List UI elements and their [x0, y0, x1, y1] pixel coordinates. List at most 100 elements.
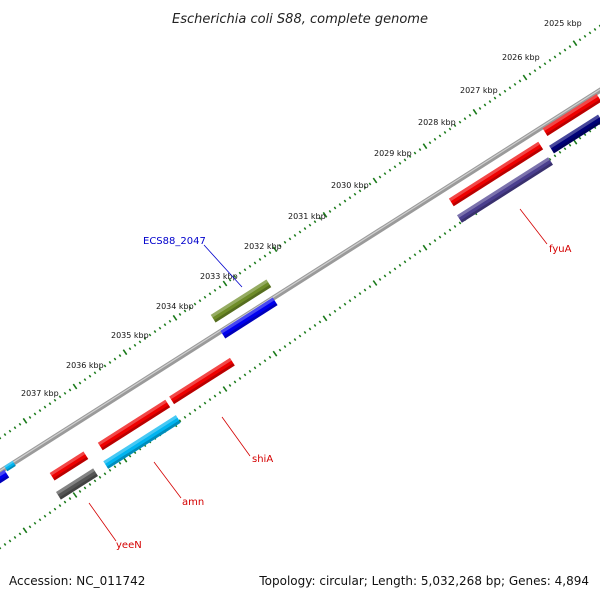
tick-mark	[53, 398, 57, 402]
tick-mark	[213, 288, 217, 292]
tick-mark	[363, 185, 367, 189]
tick-mark	[288, 341, 292, 345]
gene-feature-yeeN[interactable]	[49, 451, 89, 481]
gene-feature-ECS88_2047-highlight	[210, 279, 269, 318]
accession-text: Accession: NC_011742	[9, 574, 146, 588]
gene-feature-blue-edge-body	[0, 469, 10, 487]
tick-mark	[408, 256, 412, 260]
tick-mark	[438, 235, 442, 239]
gene-feature-gray-1[interactable]	[56, 468, 98, 500]
tick-mark	[372, 280, 378, 286]
tick-mark	[233, 275, 237, 279]
tick-mark	[63, 500, 67, 504]
gene-label-amn[interactable]: amn	[182, 497, 204, 508]
tick-mark	[333, 206, 337, 210]
tick-mark	[508, 86, 512, 90]
tick-mark	[198, 405, 202, 409]
tick-mark	[313, 323, 317, 327]
gene-feature-navy-1[interactable]	[549, 114, 600, 154]
gene-feature-blue-edge-shadow	[0, 475, 10, 487]
tick-mark	[593, 28, 597, 31]
tick-mark	[378, 175, 382, 179]
tick-mark	[422, 143, 428, 150]
tick-mark	[318, 320, 322, 324]
tick-mark	[218, 391, 222, 394]
gene-feature-red-1[interactable]	[542, 94, 600, 136]
tick-mark	[0, 546, 2, 550]
tick-mark	[193, 302, 197, 306]
gene-feature-gray-1-highlight	[56, 468, 95, 495]
tick-mark	[153, 330, 157, 333]
gene-label-shiA[interactable]: shiA	[252, 454, 273, 465]
tick-mark	[253, 366, 257, 370]
tick-label: 2027 kbp	[460, 86, 498, 95]
tick-mark	[383, 172, 387, 176]
tick-mark	[93, 371, 97, 375]
gene-feature-ECS88_2047-body	[210, 279, 272, 323]
gene-feature-cyan-edge[interactable]	[4, 460, 16, 472]
tick-mark	[398, 161, 402, 165]
gene-feature-shiA[interactable]	[169, 357, 235, 405]
tick-mark	[488, 100, 492, 103]
gene-feature-navy-1-shadow	[552, 119, 600, 154]
tick-mark	[358, 189, 362, 193]
tick-mark	[203, 401, 207, 405]
gene-feature-red-1-shadow	[545, 99, 600, 136]
tick-mark	[93, 479, 97, 483]
gene-label-ECS88_2047[interactable]: ECS88_2047	[143, 236, 206, 247]
gene-feature-cyan-1-highlight	[103, 415, 178, 464]
gene-feature-amn-body	[97, 399, 171, 451]
tick-mark	[538, 65, 542, 69]
gene-feature-blue-1-highlight	[220, 297, 275, 334]
tick-mark	[83, 378, 87, 382]
tick-mark	[563, 147, 567, 151]
gene-label-yeeN[interactable]: yeeN	[116, 540, 142, 551]
gene-feature-gray-1-body	[56, 468, 98, 500]
gene-feature-fyuA[interactable]	[448, 141, 544, 207]
tick-mark	[118, 461, 122, 465]
leader-amn	[153, 461, 182, 499]
tick-mark	[113, 357, 117, 361]
gene-feature-blue-1[interactable]	[220, 297, 278, 339]
tick-mark	[453, 124, 457, 127]
tick-mark	[393, 267, 397, 271]
tick-mark	[258, 258, 262, 261]
tick-mark	[448, 127, 452, 131]
tick-mark	[218, 285, 222, 289]
tick-mark	[358, 292, 362, 296]
gene-label-fyuA[interactable]: fyuA	[549, 244, 572, 255]
tick-mark	[338, 203, 342, 206]
tick-mark	[58, 504, 62, 508]
tick-mark	[28, 525, 32, 529]
tick-mark	[343, 302, 347, 306]
tick-mark	[78, 490, 82, 493]
tick-mark	[548, 157, 552, 161]
gene-feature-amn-shadow	[101, 405, 171, 451]
gene-feature-ECS88_2047[interactable]	[210, 279, 272, 323]
tick-mark	[322, 211, 328, 218]
tick-mark	[272, 246, 278, 253]
tick-mark	[308, 223, 312, 227]
gene-feature-cyan-1[interactable]	[103, 415, 181, 469]
gene-feature-amn[interactable]	[97, 399, 171, 451]
tick-label: 2032 kbp	[244, 242, 282, 251]
gene-feature-cyan-edge-body	[4, 460, 16, 472]
tick-mark	[13, 426, 17, 430]
tick-label: 2030 kbp	[331, 181, 369, 190]
tick-mark	[213, 394, 217, 398]
tick-mark	[103, 472, 107, 476]
tick-mark	[263, 254, 267, 258]
tick-mark	[578, 38, 582, 42]
tick-mark	[278, 348, 282, 352]
tick-mark	[298, 230, 302, 234]
gene-feature-amn-highlight	[97, 399, 168, 446]
gene-feature-blue-edge[interactable]	[0, 469, 10, 487]
tick-mark	[138, 340, 142, 344]
gene-feature-slate-1[interactable]	[457, 157, 553, 223]
tick-mark	[468, 113, 472, 117]
tick-mark	[263, 359, 267, 363]
tick-mark	[233, 380, 237, 384]
tick-mark	[528, 72, 532, 76]
tick-mark	[243, 373, 247, 377]
tick-mark	[268, 355, 272, 359]
